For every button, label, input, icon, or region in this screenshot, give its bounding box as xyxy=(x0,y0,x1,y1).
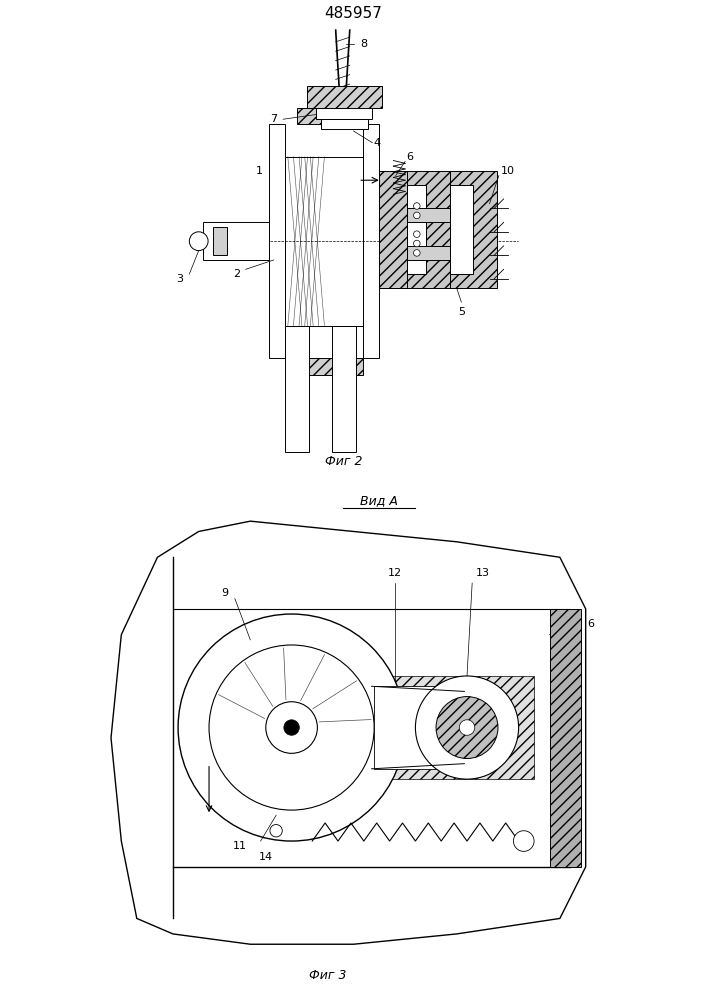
Circle shape xyxy=(513,831,534,851)
Text: 6: 6 xyxy=(407,152,414,162)
Bar xyxy=(321,119,368,129)
Circle shape xyxy=(414,231,420,237)
Circle shape xyxy=(209,645,374,810)
Text: 5: 5 xyxy=(458,307,465,317)
Text: 4: 4 xyxy=(373,138,380,148)
Text: 1: 1 xyxy=(256,166,263,176)
Bar xyxy=(286,157,363,326)
Polygon shape xyxy=(364,676,534,779)
Circle shape xyxy=(266,702,317,753)
Circle shape xyxy=(414,250,420,256)
Bar xyxy=(379,171,450,288)
Bar xyxy=(407,246,450,260)
Bar xyxy=(450,171,496,288)
Text: 8: 8 xyxy=(361,39,368,49)
Text: Фиг 2: Фиг 2 xyxy=(325,455,363,468)
Polygon shape xyxy=(111,521,585,944)
Text: 7: 7 xyxy=(270,114,277,124)
Text: 3: 3 xyxy=(177,274,183,284)
Text: 9: 9 xyxy=(221,588,228,598)
Bar xyxy=(450,185,473,274)
Bar xyxy=(297,108,363,124)
Bar xyxy=(407,208,450,222)
Circle shape xyxy=(416,676,519,779)
Circle shape xyxy=(189,232,208,251)
Circle shape xyxy=(178,614,405,841)
Bar xyxy=(316,108,373,119)
Circle shape xyxy=(284,720,299,735)
Bar xyxy=(213,227,227,255)
Bar xyxy=(549,609,580,867)
Text: 13: 13 xyxy=(476,568,489,578)
Bar xyxy=(307,86,382,108)
Polygon shape xyxy=(374,686,457,769)
Text: 2: 2 xyxy=(233,269,240,279)
Text: Фиг 3: Фиг 3 xyxy=(309,969,346,982)
Bar xyxy=(204,222,269,260)
Bar xyxy=(407,185,426,274)
Circle shape xyxy=(414,212,420,219)
Circle shape xyxy=(460,720,474,735)
Text: 11: 11 xyxy=(233,841,247,851)
Circle shape xyxy=(414,203,420,209)
Text: 14: 14 xyxy=(259,852,273,862)
Bar xyxy=(297,358,363,375)
Text: 6: 6 xyxy=(588,619,595,629)
Bar xyxy=(269,124,286,358)
Text: 10: 10 xyxy=(501,166,515,176)
Text: 485957: 485957 xyxy=(325,6,382,21)
Text: Вид А: Вид А xyxy=(361,494,398,507)
Bar xyxy=(286,326,309,452)
Circle shape xyxy=(270,825,282,837)
Bar xyxy=(332,326,356,452)
Bar xyxy=(363,124,379,358)
Circle shape xyxy=(414,240,420,247)
Bar xyxy=(379,171,407,288)
Text: 12: 12 xyxy=(387,568,402,578)
Circle shape xyxy=(436,697,498,758)
